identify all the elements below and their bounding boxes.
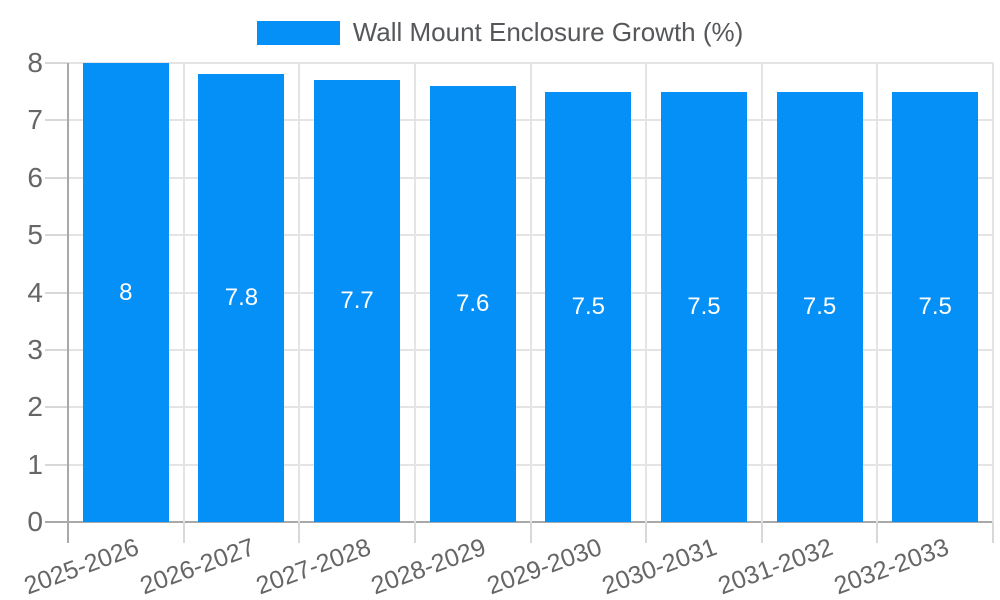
- y-tick-label: 2: [27, 391, 43, 423]
- x-tick-mark: [760, 522, 763, 543]
- bar-value-label: 7.8: [224, 284, 259, 312]
- y-tick-mark: [45, 119, 68, 122]
- x-tick-label: 2025-2026: [20, 533, 143, 600]
- v-gridline: [876, 63, 879, 522]
- bar-value-label: 7.5: [687, 292, 721, 320]
- v-gridline: [760, 63, 763, 522]
- v-gridline: [413, 63, 416, 522]
- x-tick-label: 2026-2027: [136, 533, 259, 600]
- y-tick-label: 1: [27, 448, 43, 480]
- x-tick-mark: [992, 522, 994, 543]
- bar: [314, 80, 401, 522]
- v-gridline: [992, 63, 994, 522]
- x-tick-mark: [182, 522, 185, 543]
- legend-label: Wall Mount Enclosure Growth (%): [352, 17, 744, 47]
- bar-value-label: 7.7: [340, 287, 374, 315]
- x-tick-label: 2029-2030: [483, 533, 606, 600]
- x-tick-label: 2030-2031: [598, 533, 721, 600]
- bar: [892, 91, 979, 522]
- y-tick-mark: [45, 463, 68, 466]
- y-tick-label: 4: [27, 276, 43, 308]
- x-tick-mark: [529, 522, 532, 543]
- y-tick-label: 8: [27, 47, 43, 78]
- y-axis-line: [67, 63, 69, 543]
- bar: [429, 85, 516, 522]
- x-tick-label: 2032-2033: [830, 533, 953, 600]
- bar-value-label: 7.6: [456, 289, 490, 317]
- y-tick-label: 5: [27, 219, 43, 251]
- x-tick-mark: [645, 522, 648, 543]
- x-tick-label: 2027-2028: [252, 533, 374, 600]
- y-tick-label: 0: [27, 506, 43, 537]
- bar: [660, 91, 747, 522]
- y-tick-label: 6: [27, 161, 43, 193]
- bar-value-label: 7.5: [571, 292, 605, 320]
- v-gridline: [645, 63, 648, 522]
- v-gridline: [182, 63, 185, 522]
- bar: [776, 91, 863, 522]
- v-gridline: [298, 63, 301, 522]
- x-tick-mark: [413, 522, 416, 543]
- y-tick-mark: [45, 176, 68, 179]
- x-tick-mark: [298, 522, 301, 543]
- y-tick-mark: [45, 234, 68, 237]
- x-tick-label: 2028-2029: [367, 533, 490, 600]
- y-tick-label: 7: [27, 104, 43, 136]
- bar: [198, 74, 285, 522]
- legend-swatch: [256, 20, 340, 45]
- y-tick-mark: [45, 348, 68, 351]
- y-tick-mark: [45, 521, 68, 523]
- y-tick-mark: [45, 406, 68, 409]
- bar: [545, 91, 632, 522]
- bar-value-label: 7.5: [802, 292, 837, 320]
- x-tick-mark: [876, 522, 879, 543]
- bar: [82, 63, 169, 522]
- y-tick-mark: [45, 291, 68, 294]
- chart-legend: Wall Mount Enclosure Growth (%): [0, 17, 1000, 48]
- v-gridline: [529, 63, 532, 522]
- y-tick-label: 3: [27, 333, 43, 365]
- y-tick-mark: [45, 62, 68, 64]
- x-tick-label: 2031-2032: [714, 533, 837, 600]
- bar-value-label: 8: [119, 278, 133, 306]
- bar-value-label: 7.5: [918, 292, 952, 320]
